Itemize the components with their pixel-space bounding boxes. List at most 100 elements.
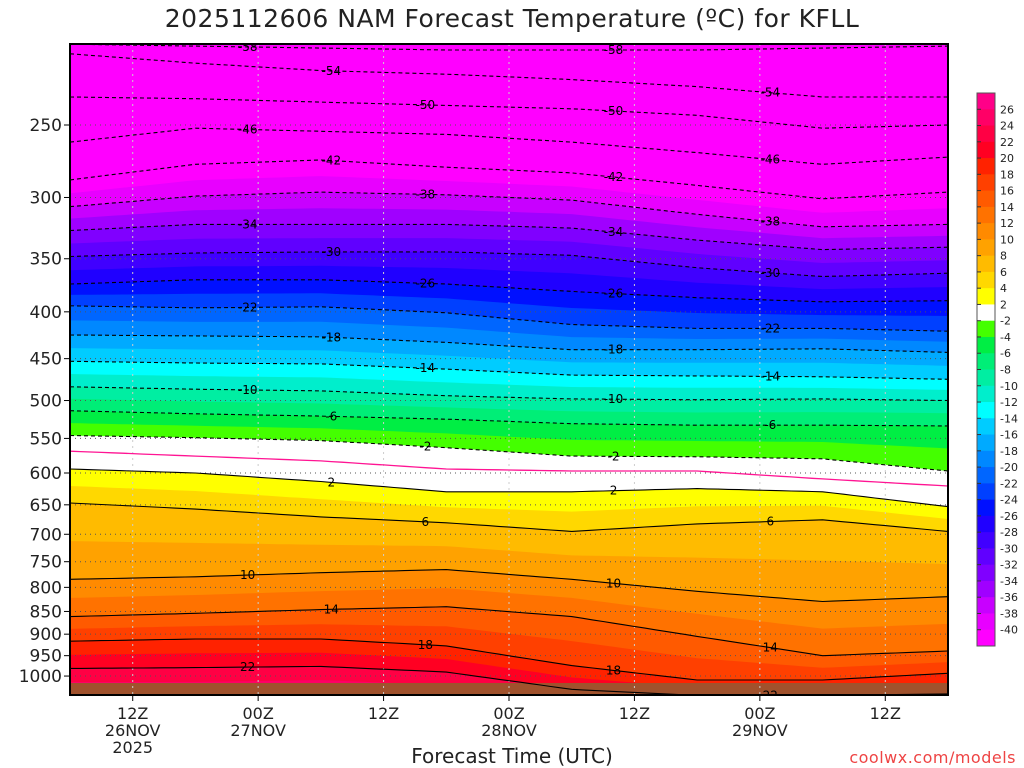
y-tick-label: 900 bbox=[30, 625, 62, 645]
x-tick-label: 2025 bbox=[112, 738, 153, 757]
x-tick-label: 00Z bbox=[744, 704, 775, 723]
colorbar-swatch bbox=[977, 369, 995, 387]
colorbar-swatch bbox=[977, 548, 995, 566]
contour-label: -58 bbox=[238, 40, 258, 54]
isotherm--14 bbox=[70, 360, 948, 380]
contour-label: -38 bbox=[761, 215, 781, 229]
contour-label: -34 bbox=[604, 225, 624, 239]
contour-label: -50 bbox=[416, 98, 436, 112]
contour-label: 22 bbox=[240, 660, 255, 674]
colorbar-label: 24 bbox=[1000, 120, 1014, 133]
colorbar-label: 12 bbox=[1000, 217, 1014, 230]
colorbar-label: -20 bbox=[1000, 461, 1018, 474]
colorbar-swatch bbox=[977, 353, 995, 370]
colorbar-label: -8 bbox=[1000, 364, 1011, 377]
colorbar-swatch bbox=[977, 450, 995, 468]
contour-label: -10 bbox=[238, 383, 258, 397]
colorbar-swatch bbox=[977, 434, 995, 452]
x-tick-label: 12Z bbox=[368, 704, 399, 723]
colorbar-label: -24 bbox=[1000, 494, 1018, 507]
colorbar-label: -38 bbox=[1000, 607, 1018, 620]
colorbar-swatch bbox=[977, 515, 995, 533]
contour-label: -54 bbox=[322, 64, 342, 78]
contour-label: -10 bbox=[604, 392, 624, 406]
colorbar-label: 16 bbox=[1000, 185, 1014, 198]
colorbar-swatch bbox=[977, 304, 995, 322]
colorbar-swatch bbox=[977, 288, 995, 305]
contour-label: -2 bbox=[419, 440, 431, 454]
y-tick-label: 750 bbox=[30, 553, 62, 573]
colorbar-swatch bbox=[977, 467, 995, 484]
y-tick-label: 500 bbox=[30, 392, 62, 412]
y-tick-label: 550 bbox=[30, 429, 62, 449]
colorbar-label: 20 bbox=[1000, 152, 1014, 165]
colorbar-label: -40 bbox=[1000, 624, 1018, 637]
colorbar-swatch bbox=[977, 255, 995, 273]
contour-label: -14 bbox=[761, 369, 781, 383]
chart-title: 2025112606 NAM Forecast Temperature (ºC)… bbox=[164, 4, 860, 33]
contour-label: -42 bbox=[604, 170, 624, 184]
colorbar-swatch bbox=[977, 109, 995, 127]
colorbar-label: 18 bbox=[1000, 168, 1014, 181]
contour-label: 22 bbox=[763, 688, 778, 702]
contour-label: -18 bbox=[322, 330, 342, 344]
contour-label: -26 bbox=[604, 287, 624, 301]
y-tick-label: 850 bbox=[30, 602, 62, 622]
colorbar-swatch bbox=[977, 597, 995, 614]
colorbar-swatch bbox=[977, 141, 995, 159]
contour-label: -46 bbox=[761, 152, 781, 166]
contour-label: -6 bbox=[325, 409, 337, 423]
isotherm-6 bbox=[70, 502, 948, 532]
y-tick-label: 700 bbox=[30, 525, 62, 545]
contour-label: 18 bbox=[606, 663, 621, 677]
contour-label: -46 bbox=[238, 122, 258, 136]
colorbar-swatch bbox=[977, 174, 995, 192]
isotherm-2 bbox=[70, 468, 948, 508]
colorbar-label: 2 bbox=[1000, 298, 1007, 311]
contour-label: -14 bbox=[416, 361, 436, 375]
colorbar-label: -28 bbox=[1000, 526, 1018, 539]
contour-label: -6 bbox=[764, 418, 776, 432]
contour-label: -2 bbox=[608, 449, 620, 463]
y-tick-label: 950 bbox=[30, 647, 62, 667]
x-tick-label: 12Z bbox=[117, 704, 148, 723]
colorbar-label: -16 bbox=[1000, 429, 1018, 442]
colorbar-label: 26 bbox=[1000, 103, 1014, 116]
contour-label: 14 bbox=[763, 641, 778, 655]
colorbar-swatch bbox=[977, 580, 995, 598]
isotherm-0 bbox=[70, 450, 948, 487]
contour-label: -42 bbox=[322, 154, 342, 168]
y-tick-label: 650 bbox=[30, 496, 62, 516]
colorbar-swatch bbox=[977, 385, 995, 403]
x-tick-label: 12Z bbox=[619, 704, 650, 723]
colorbar-swatch bbox=[977, 125, 995, 143]
contour-label: 10 bbox=[240, 568, 255, 582]
credit-link[interactable]: coolwx.com/models bbox=[849, 748, 1016, 767]
colorbar-label: -10 bbox=[1000, 380, 1018, 393]
colorbar-label: -18 bbox=[1000, 445, 1018, 458]
colorbar-swatch bbox=[977, 564, 995, 582]
colorbar-label: 8 bbox=[1000, 250, 1007, 263]
ground-strip bbox=[70, 683, 948, 695]
contour-label: -34 bbox=[238, 217, 258, 231]
isotherm-22 bbox=[70, 665, 948, 695]
x-tick-label: 28NOV bbox=[481, 721, 537, 740]
y-tick-label: 300 bbox=[30, 188, 62, 208]
x-tick-label: 27NOV bbox=[230, 721, 286, 740]
contour-label: -30 bbox=[322, 245, 342, 259]
contour-label: 10 bbox=[606, 576, 621, 590]
contour-label: -22 bbox=[761, 321, 781, 335]
colorbar-label: -2 bbox=[1000, 315, 1011, 328]
x-tick-label: 12Z bbox=[870, 704, 901, 723]
plot-area: -58 -58 -54 -54 -50 -50 -46 -46 -42 -42 -38 -38 -34 -… bbox=[70, 40, 948, 702]
y-tick-label: 800 bbox=[30, 578, 62, 598]
colorbar-swatch bbox=[977, 402, 995, 419]
colorbar-swatch bbox=[977, 206, 995, 224]
contour-label: -54 bbox=[761, 86, 781, 100]
contour-label: -22 bbox=[238, 300, 258, 314]
colorbar-label: -22 bbox=[1000, 477, 1018, 490]
contour-label: -26 bbox=[416, 276, 436, 290]
contour-label: 14 bbox=[324, 602, 339, 616]
